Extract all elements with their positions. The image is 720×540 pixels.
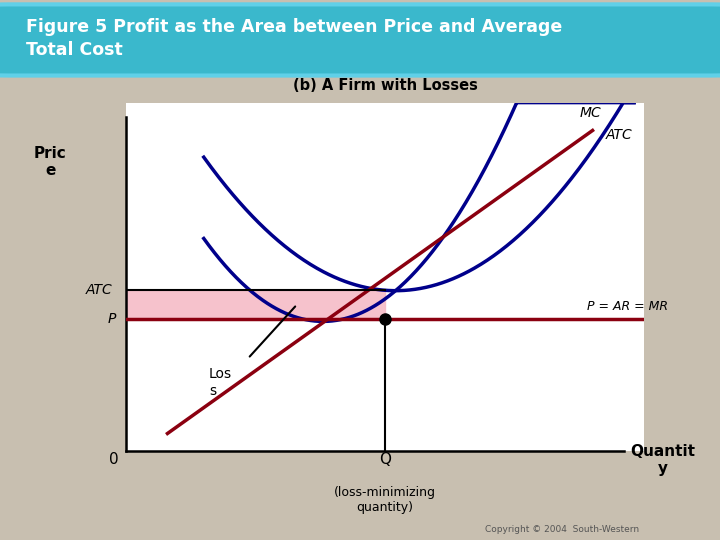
Text: ATC: ATC (606, 127, 632, 141)
Text: MC: MC (580, 106, 601, 120)
Text: Pric
e: Pric e (34, 146, 67, 178)
Text: Figure 5 Profit as the Area between Price and Average
Total Cost: Figure 5 Profit as the Area between Pric… (26, 18, 562, 59)
Text: P: P (107, 312, 116, 326)
Text: ATC: ATC (86, 284, 113, 298)
FancyBboxPatch shape (0, 4, 720, 76)
Text: 0: 0 (109, 451, 119, 467)
Text: Copyright © 2004  South-Western: Copyright © 2004 South-Western (485, 524, 639, 534)
Text: Q: Q (379, 451, 391, 467)
Text: (b) A Firm with Losses: (b) A Firm with Losses (293, 78, 477, 93)
Text: Quantit
y: Quantit y (630, 444, 695, 476)
Text: Los
s: Los s (209, 367, 232, 397)
Text: (loss-minimizing
quantity): (loss-minimizing quantity) (334, 486, 436, 514)
Text: P = AR = MR: P = AR = MR (588, 300, 668, 313)
